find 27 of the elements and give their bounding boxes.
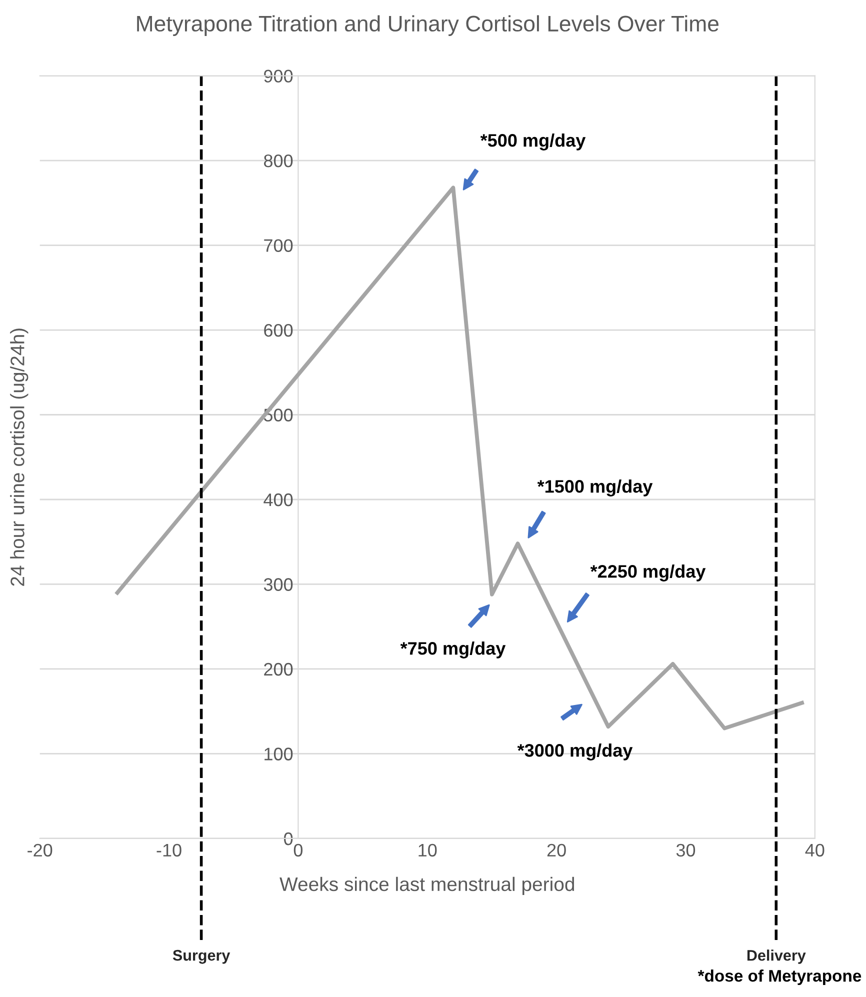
ref-line-label: Surgery (172, 950, 230, 964)
x-tick-label: -20 (28, 844, 52, 857)
x-tick-label: 20 (547, 844, 566, 857)
annotation: *500 mg/day (480, 134, 586, 150)
text: *dose of Metyrapone (698, 970, 862, 986)
x-tick-label: 10 (418, 844, 437, 857)
x-axis-title: Weeks since last menstrual period (280, 876, 574, 895)
y-tick-label: 700 (264, 239, 293, 252)
ref-line-label: Delivery (747, 950, 806, 964)
x-tick-label: 30 (676, 844, 696, 857)
annotation: *2250 mg/day (590, 564, 706, 582)
y-tick-label: 100 (264, 748, 293, 760)
x-tick-label: 0 (294, 844, 303, 857)
y-tick-label: 400 (264, 493, 293, 506)
line-series (115, 186, 804, 730)
y-tick-label: 300 (264, 578, 293, 591)
y-tick-label: 600 (264, 324, 293, 337)
y-tick-label: 200 (264, 662, 293, 676)
x-tick-label: -10 (156, 844, 182, 857)
annotation: *750 mg/day (400, 642, 506, 658)
chart-title: Metyrapone Titration and Urinary Cortisol Levels Over Time (137, 15, 718, 36)
y-axis-title: 24 hour urine cortisol (ug/24h) (10, 328, 28, 586)
y-tick-label: 900 (264, 70, 293, 82)
y-tick-label: 800 (264, 154, 293, 168)
annotation: *3000 mg/day (517, 744, 633, 760)
annotation: *1500 mg/day (537, 480, 653, 496)
x-tick-label: 40 (805, 844, 824, 857)
